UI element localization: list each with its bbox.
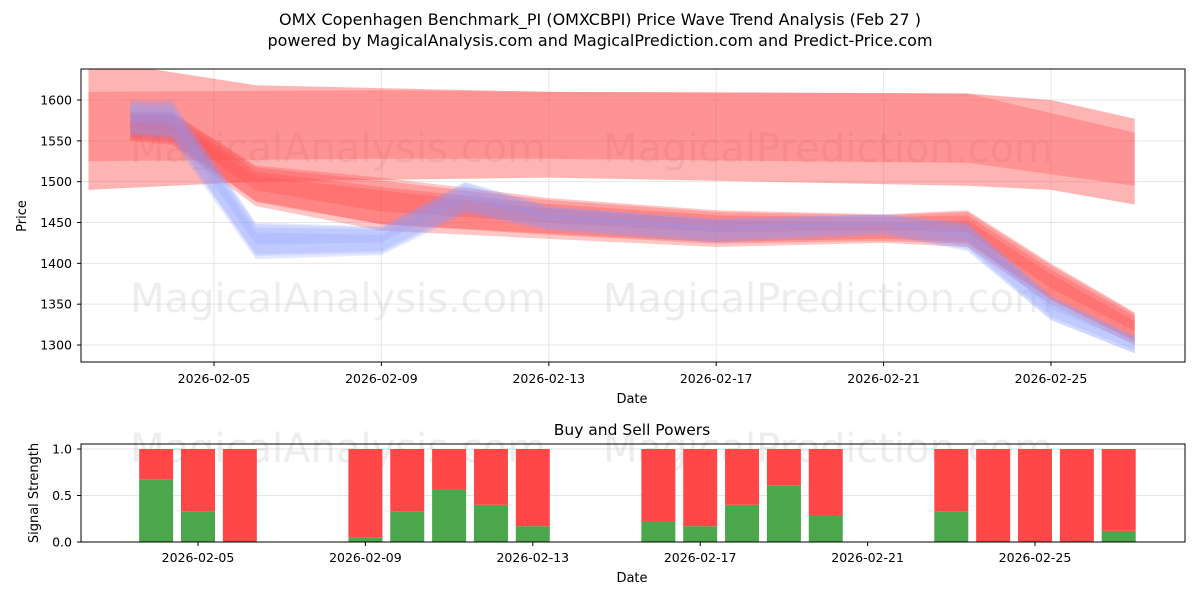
buy-bar — [432, 490, 466, 542]
sell-bar — [641, 449, 675, 522]
x-tick-label: 2026-02-21 — [831, 550, 904, 565]
buy-bar — [516, 526, 550, 542]
buy-bar — [809, 516, 843, 542]
y-tick-label: 1.0 — [52, 442, 72, 457]
sell-bar — [474, 449, 508, 505]
buy-bar — [725, 505, 759, 542]
x-tick-label: 2026-02-21 — [847, 371, 920, 386]
sell-bar — [809, 449, 843, 516]
sell-bar — [348, 449, 382, 537]
x-tick-label: 2026-02-09 — [345, 371, 418, 386]
buy-bar — [1102, 531, 1136, 542]
signal-y-axis-label: Signal Strength — [27, 443, 42, 543]
x-tick-label: 2026-02-25 — [999, 550, 1072, 565]
x-tick-label: 2026-02-13 — [512, 371, 585, 386]
y-tick-label: 1600 — [40, 93, 72, 108]
x-tick-label: 2026-02-05 — [162, 550, 235, 565]
y-tick-label: 1500 — [40, 174, 72, 189]
x-tick-label: 2026-02-13 — [496, 550, 569, 565]
buy-bar — [390, 511, 424, 542]
sell-bar — [139, 449, 173, 480]
sell-bar — [516, 449, 550, 526]
x-tick-label: 2026-02-05 — [178, 371, 251, 386]
watermark-text: MagicalPrediction.com — [603, 276, 1053, 322]
signal-x-axis-label: Date — [616, 571, 647, 586]
sell-bar — [976, 449, 1010, 542]
sell-bar — [767, 449, 801, 485]
sell-bar — [223, 449, 257, 542]
sell-bar — [683, 449, 717, 526]
sell-bar — [390, 449, 424, 511]
y-tick-label: 1450 — [40, 215, 72, 230]
x-tick-label: 2026-02-17 — [664, 550, 737, 565]
sell-bar — [432, 449, 466, 490]
chart-canvas: MagicalAnalysis.com MagicalPrediction.co… — [0, 0, 1200, 600]
y-tick-label: 0.0 — [52, 535, 72, 550]
buy-bar — [139, 480, 173, 542]
buy-bar — [348, 537, 382, 542]
buy-bar — [934, 511, 968, 542]
sell-bar — [1060, 449, 1094, 542]
buy-bar — [474, 505, 508, 542]
price-y-axis-label: Price — [15, 200, 30, 232]
price-x-axis-label: Date — [616, 392, 647, 407]
watermark-text: MagicalAnalysis.com — [130, 276, 546, 322]
buy-bar — [641, 522, 675, 542]
y-tick-label: 1300 — [40, 338, 72, 353]
x-tick-label: 2026-02-17 — [680, 371, 753, 386]
y-tick-label: 0.5 — [52, 488, 72, 503]
sell-bar — [1018, 449, 1052, 542]
x-tick-label: 2026-02-25 — [1015, 371, 1088, 386]
y-tick-label: 1400 — [40, 256, 72, 271]
y-tick-label: 1550 — [40, 133, 72, 148]
buy-bar — [767, 485, 801, 542]
sell-bar — [934, 449, 968, 511]
sell-bar — [725, 449, 759, 505]
buy-bar — [683, 526, 717, 542]
sell-bar — [1102, 449, 1136, 531]
buy-bar — [181, 511, 215, 542]
sell-bar — [181, 449, 215, 511]
x-tick-label: 2026-02-09 — [329, 550, 402, 565]
y-tick-label: 1350 — [40, 297, 72, 312]
